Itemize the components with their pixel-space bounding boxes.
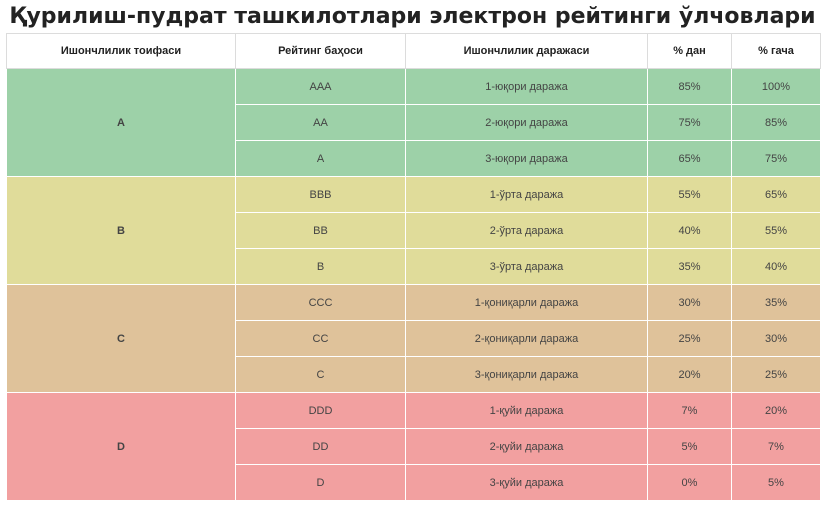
level-cell: 3-юқори даража [405, 140, 648, 177]
category-cell: C [6, 284, 236, 393]
level-cell: 1-ўрта даража [405, 176, 648, 213]
rating-table: Ишончлилик тоифаси Рейтинг баҳоси Ишончл… [6, 33, 821, 501]
to-percent-cell: 25% [731, 356, 821, 393]
to-percent-cell: 55% [731, 212, 821, 249]
level-cell: 2-қуйи даража [405, 428, 648, 465]
grade-cell: DD [235, 428, 406, 465]
to-percent-cell: 5% [731, 464, 821, 501]
grade-cell: CCC [235, 284, 406, 321]
from-percent-cell: 25% [647, 320, 732, 357]
to-percent-cell: 75% [731, 140, 821, 177]
table-row: B BBB 1-ўрта даража 55% 65% [6, 176, 821, 285]
col-header-grade: Рейтинг баҳоси [235, 33, 406, 69]
table-row: AA 2-юқори даража 75% 85% [6, 104, 821, 141]
to-percent-cell: 40% [731, 248, 821, 285]
col-header-level: Ишончлилик даражаси [405, 33, 648, 69]
page-title: Қурилиш-пудрат ташкилотлари электрон рей… [9, 4, 816, 29]
table-row: D DDD 1-қуйи даража 7% 20% [6, 392, 821, 501]
to-percent-cell: 35% [731, 284, 821, 321]
grade-cell: D [235, 464, 406, 501]
from-percent-cell: 5% [647, 428, 732, 465]
to-percent-cell: 30% [731, 320, 821, 357]
col-header-category: Ишончлилик тоифаси [6, 33, 236, 69]
to-percent-cell: 7% [731, 428, 821, 465]
category-cell: B [6, 176, 236, 285]
table-body: A AAA 1-юқори даража 85% 100% AA 2-юқори дараж… [6, 68, 821, 501]
from-percent-cell: 55% [647, 176, 732, 213]
level-cell: 2-қониқарли даража [405, 320, 648, 357]
from-percent-cell: 40% [647, 212, 732, 249]
from-percent-cell: 0% [647, 464, 732, 501]
col-header-to: % гача [731, 33, 821, 69]
to-percent-cell: 85% [731, 104, 821, 141]
header-row: Ишончлилик тоифаси Рейтинг баҳоси Ишончл… [6, 33, 821, 69]
level-cell: 2-юқори даража [405, 104, 648, 141]
col-header-from: % дан [647, 33, 732, 69]
grade-cell: BB [235, 212, 406, 249]
table-row: A AAA 1-юқори даража 85% 100% [6, 68, 821, 177]
table-header: Ишончлилик тоифаси Рейтинг баҳоси Ишончл… [6, 33, 821, 69]
to-percent-cell: 20% [731, 392, 821, 429]
grade-cell: DDD [235, 392, 406, 429]
from-percent-cell: 75% [647, 104, 732, 141]
from-percent-cell: 30% [647, 284, 732, 321]
level-cell: 3-қониқарли даража [405, 356, 648, 393]
category-cell: D [6, 392, 236, 501]
to-percent-cell: 65% [731, 176, 821, 213]
from-percent-cell: 35% [647, 248, 732, 285]
level-cell: 2-ўрта даража [405, 212, 648, 249]
grade-cell: AAA [235, 68, 406, 105]
level-cell: 1-қуйи даража [405, 392, 648, 429]
table-row: C CCC 1-қониқарли даража 30% 35% [6, 284, 821, 393]
grade-cell: B [235, 248, 406, 285]
from-percent-cell: 20% [647, 356, 732, 393]
from-percent-cell: 85% [647, 68, 732, 105]
from-percent-cell: 65% [647, 140, 732, 177]
grade-cell: A [235, 140, 406, 177]
grade-cell: AA [235, 104, 406, 141]
grade-cell: BBB [235, 176, 406, 213]
grade-cell: C [235, 356, 406, 393]
to-percent-cell: 100% [731, 68, 821, 105]
level-cell: 3-қуйи даража [405, 464, 648, 501]
level-cell: 1-юқори даража [405, 68, 648, 105]
category-cell: A [6, 68, 236, 177]
from-percent-cell: 7% [647, 392, 732, 429]
level-cell: 1-қониқарли даража [405, 284, 648, 321]
grade-cell: CC [235, 320, 406, 357]
level-cell: 3-ўрта даража [405, 248, 648, 285]
